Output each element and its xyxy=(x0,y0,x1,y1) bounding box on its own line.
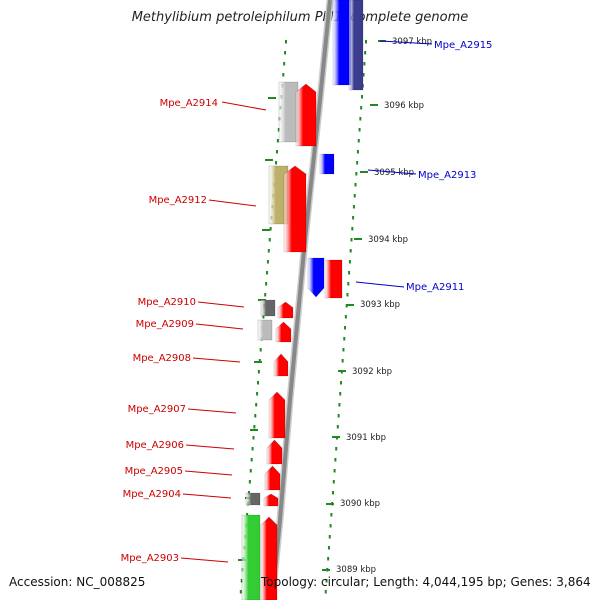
gene-mpe-a2915-part xyxy=(332,0,352,86)
gene-shape xyxy=(295,83,317,147)
gene-label: Mpe_A2906 xyxy=(126,440,184,451)
gene-shape xyxy=(241,514,261,600)
scale-label: 3097 kbp xyxy=(392,37,432,47)
gene-mpe-a2913 xyxy=(319,153,335,175)
leader-line xyxy=(221,101,267,111)
gene-mpe-a2903 xyxy=(260,516,278,600)
gene-mpe-a2904-pseudo xyxy=(245,492,261,506)
gene-label: Mpe_A2913 xyxy=(418,170,476,181)
gene-shape xyxy=(260,299,276,317)
map-title: Methylibium petroleiphilum PM1, complete… xyxy=(131,10,469,25)
gene-label: Mpe_A2907 xyxy=(128,404,186,415)
leader-line xyxy=(182,493,232,499)
gene-mpe-a2914 xyxy=(295,83,317,147)
gene-shape xyxy=(283,165,307,253)
gene-mpe-a2915 xyxy=(348,0,364,91)
gene-label: Mpe_A2912 xyxy=(149,195,207,206)
scale-label: 3096 kbp xyxy=(384,101,424,111)
leader-line xyxy=(192,357,241,363)
gene-mpe-a2906 xyxy=(266,439,283,465)
gene-shape xyxy=(266,439,283,465)
leader-line xyxy=(180,557,229,563)
gene-shape xyxy=(348,0,364,91)
leader-line xyxy=(197,301,245,308)
genome-backbone xyxy=(270,0,332,600)
leader-line xyxy=(184,470,233,476)
gene-shape xyxy=(319,153,335,175)
gene-label: Mpe_A2903 xyxy=(121,553,179,564)
scale-label: 3093 kbp xyxy=(360,300,400,310)
accession-text: Accession: NC_008825 xyxy=(9,575,146,589)
gene-mpe-a2903-pseudo xyxy=(241,514,261,600)
gene-mpe-a2909 xyxy=(275,321,292,343)
leader-line xyxy=(208,199,257,207)
leader-line xyxy=(367,169,417,175)
scale-label: 3094 kbp xyxy=(368,235,408,245)
gene-mpe-a2909-pseudo xyxy=(257,319,273,341)
leader-line xyxy=(379,40,433,45)
scale-label: 3091 kbp xyxy=(346,433,386,443)
scale-label: 3095 kbp xyxy=(374,168,414,178)
gene-mpe-a2907 xyxy=(268,391,286,439)
gene-mpe-a2911 xyxy=(307,257,325,298)
gene-shape xyxy=(278,81,299,143)
gene-label: Mpe_A2915 xyxy=(434,40,492,51)
gene-mpe-a2908 xyxy=(273,353,289,377)
leader-line xyxy=(195,323,244,330)
scale-label: 3090 kbp xyxy=(340,499,380,509)
topology-text: Topology: circular; Length: 4,044,195 bp… xyxy=(261,575,591,589)
gene-shape xyxy=(264,465,281,491)
gene-label: Mpe_A2904 xyxy=(123,489,181,500)
gene-shape xyxy=(332,0,352,86)
gene-mpe-a2905 xyxy=(264,465,281,491)
scale-label: 3089 kbp xyxy=(336,565,376,575)
gene-mpe-a2910-pseudo xyxy=(260,299,276,317)
leader-line xyxy=(185,444,235,450)
gene-shape xyxy=(275,321,292,343)
gene-mpe-a2914-pseudo xyxy=(278,81,299,143)
gene-label: Mpe_A2911 xyxy=(406,282,464,293)
gene-shape xyxy=(260,516,278,600)
leader-line xyxy=(187,408,237,414)
gene-shape xyxy=(268,391,286,439)
gene-label: Mpe_A2909 xyxy=(136,319,194,330)
gene-shape xyxy=(324,259,343,299)
gene-mpe-a2904 xyxy=(263,493,279,507)
gene-label: Mpe_A2910 xyxy=(138,297,196,308)
gene-shape xyxy=(257,319,273,341)
gene-mpe-a2910 xyxy=(277,301,294,319)
gene-shape xyxy=(263,493,279,507)
gene-shape xyxy=(245,492,261,506)
gene-label: Mpe_A2905 xyxy=(125,466,183,477)
gene-label: Mpe_A2908 xyxy=(133,353,191,364)
gene-shape xyxy=(277,301,294,319)
scale-label: 3092 kbp xyxy=(352,367,392,377)
gene-mpe-a2911-neighbor xyxy=(324,259,343,299)
gene-label: Mpe_A2914 xyxy=(160,98,218,109)
leader-line xyxy=(355,281,405,288)
gene-shape xyxy=(273,353,289,377)
gene-mpe-a2912 xyxy=(283,165,307,253)
